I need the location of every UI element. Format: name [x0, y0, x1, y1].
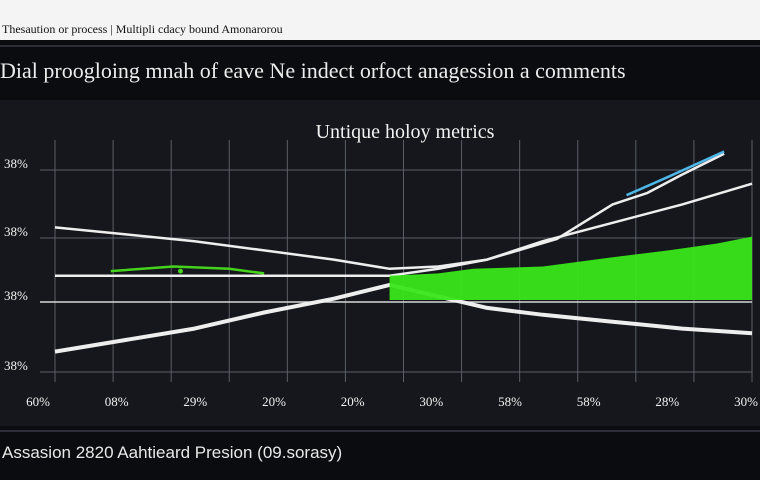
- x-tick-label: 08%: [105, 394, 129, 409]
- top-banner: Thesaution or process | Multipli cdacy b…: [0, 0, 760, 40]
- y-tick-label: 38%: [4, 358, 28, 373]
- x-tick-label: 58%: [577, 394, 601, 409]
- x-tick-label: 20%: [262, 394, 286, 409]
- line-series-4: [110, 265, 265, 275]
- area-series-5: [389, 236, 752, 300]
- headline: Dial proogloing mnah of eave Ne indect o…: [0, 58, 626, 83]
- line-chart: 38% 38% 38% 38% Untique holoy metrics 60% 08% 2…: [4, 121, 758, 409]
- x-tick-label: 28%: [655, 394, 679, 409]
- line-series-0: [54, 182, 753, 271]
- x-tick-label: 60%: [26, 394, 50, 409]
- y-tick-label: 38%: [4, 224, 28, 239]
- footer-caption: Assasion 2820 Aahtieard Presion (09.sora…: [2, 443, 343, 462]
- chart-title: Untique holoy metrics: [316, 121, 495, 143]
- x-tick-label: 30%: [419, 394, 443, 409]
- x-tick-label: 58%: [498, 394, 522, 409]
- y-tick-label: 38%: [4, 288, 28, 303]
- divider-bottom: [0, 430, 760, 432]
- top-banner-text: Thesaution or process | Multipli cdacy b…: [2, 22, 283, 36]
- divider-top: [0, 45, 760, 47]
- y-tick-label: 38%: [4, 156, 28, 171]
- line-series-3: [626, 150, 725, 197]
- line-series-2: [55, 152, 725, 277]
- x-tick-label: 30%: [734, 394, 758, 409]
- x-tick-label: 29%: [183, 394, 207, 409]
- data-point-marker: [177, 268, 183, 274]
- x-tick-label: 20%: [341, 394, 365, 409]
